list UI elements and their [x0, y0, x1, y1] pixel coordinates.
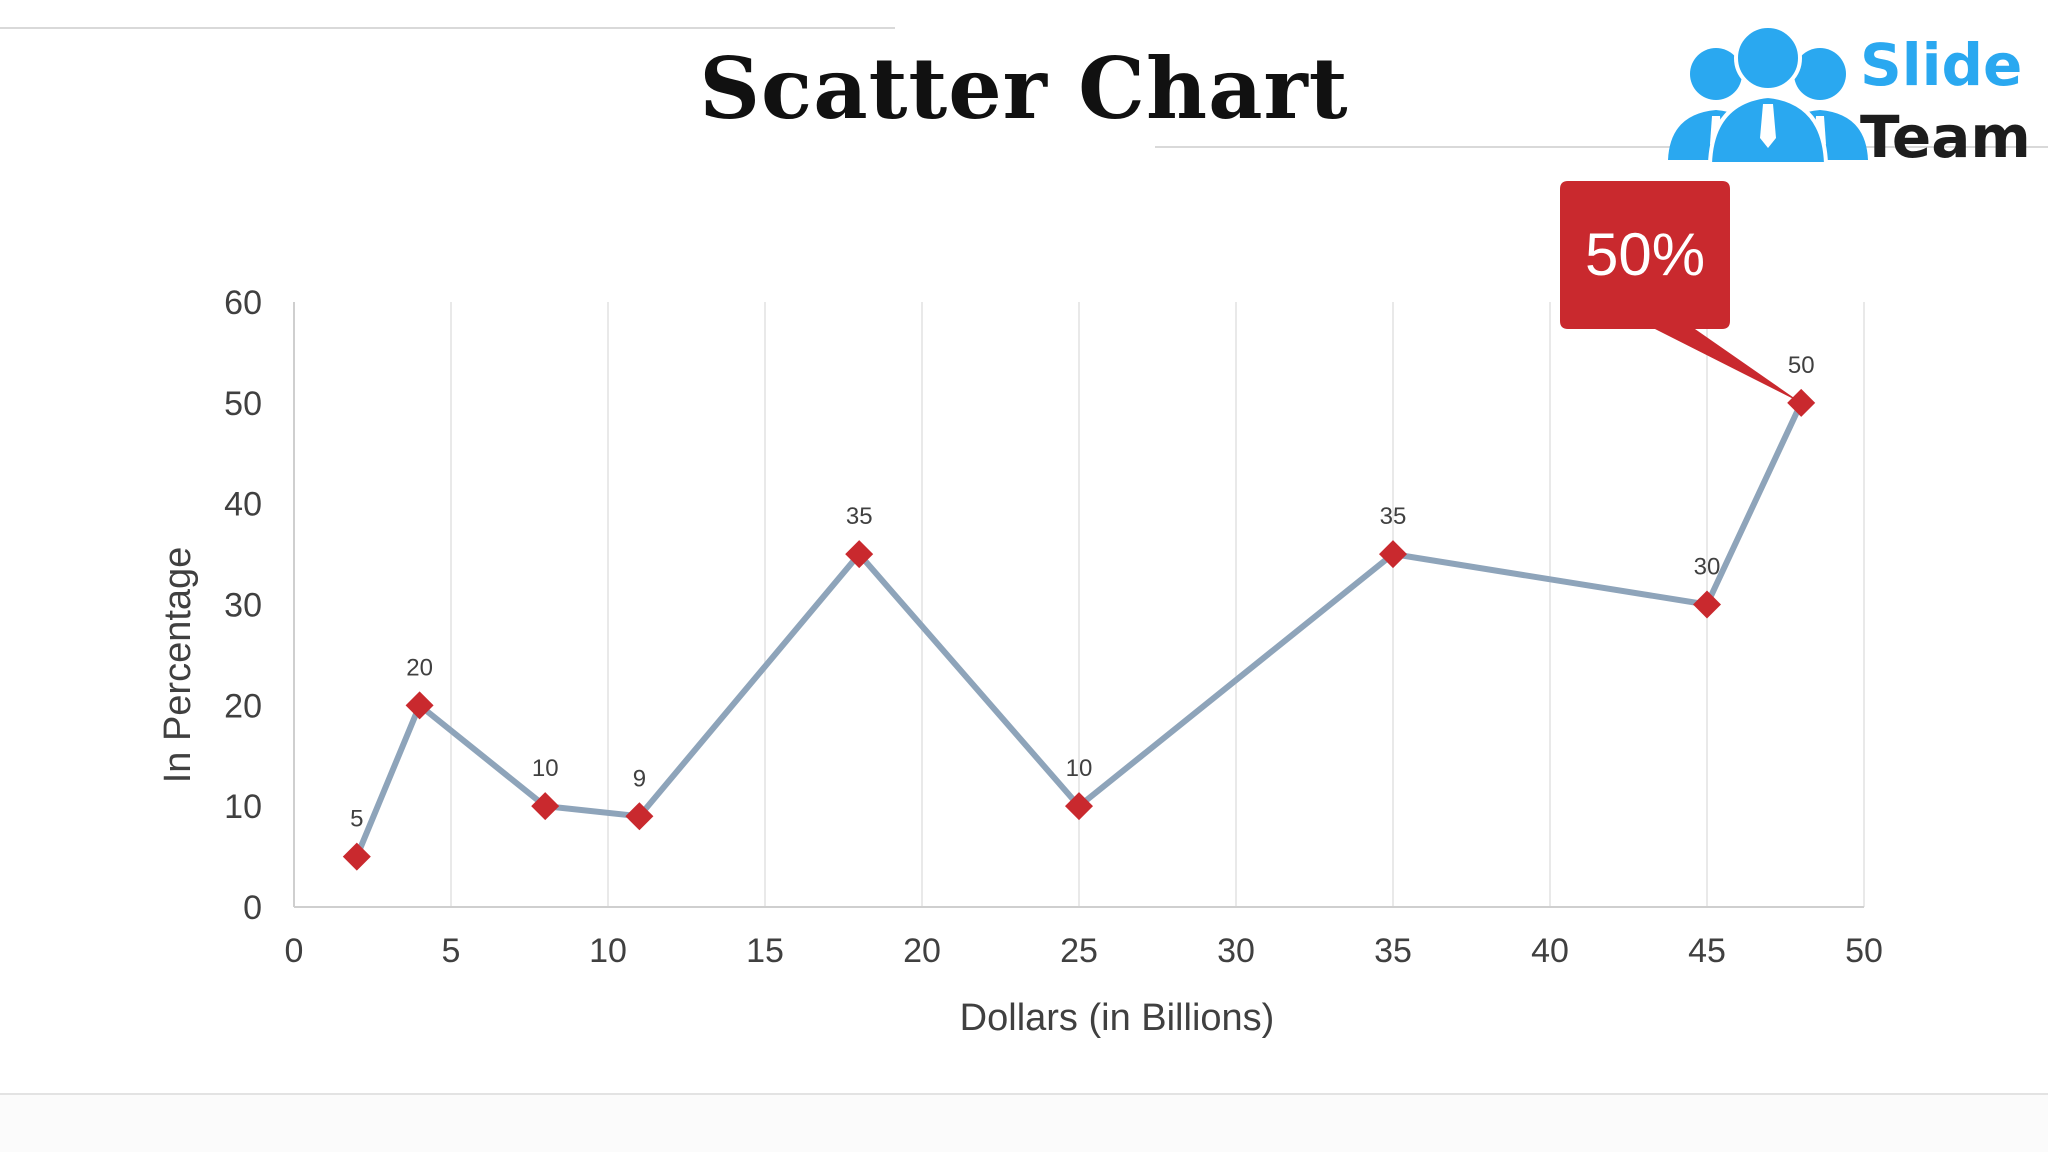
data-label: 10 — [532, 755, 559, 782]
slide-title: Scatter Chart — [699, 39, 1349, 138]
top-right-divider — [1155, 146, 2048, 148]
callout-layer: 50% — [1560, 181, 1802, 403]
data-point-marker — [1693, 590, 1721, 619]
data-point-marker — [531, 792, 560, 821]
y-tick-label: 20 — [224, 687, 262, 725]
x-tick-label: 20 — [903, 932, 941, 970]
y-tick-label: 40 — [224, 486, 262, 524]
x-tick-label: 5 — [442, 932, 461, 970]
x-tick-label: 15 — [746, 932, 784, 970]
data-label: 9 — [633, 765, 646, 792]
x-tick-label: 50 — [1845, 932, 1883, 970]
data-point-marker — [1379, 540, 1407, 569]
callout-bubble — [1560, 181, 1802, 403]
x-axis-title: Dollars (in Billions) — [960, 997, 1275, 1039]
bottom-divider — [0, 1093, 2048, 1095]
y-tick-label: 10 — [224, 788, 262, 826]
y-tick-label: 50 — [224, 385, 262, 423]
grid-layer — [450, 302, 1865, 907]
x-tick-label: 30 — [1217, 932, 1255, 970]
data-label: 20 — [406, 654, 433, 681]
data-label: 50 — [1788, 352, 1815, 379]
data-point-marker — [405, 691, 434, 720]
x-tick-label: 10 — [589, 932, 627, 970]
data-point-marker — [342, 842, 371, 871]
callout-text: 50% — [1585, 221, 1705, 288]
data-label: 5 — [350, 806, 363, 833]
data-point-marker — [1065, 792, 1093, 821]
data-label: 35 — [846, 503, 873, 530]
x-tick-label: 25 — [1060, 932, 1098, 970]
footer-band — [0, 1095, 2048, 1152]
x-tick-label: 45 — [1688, 932, 1726, 970]
y-tick-label: 0 — [243, 889, 262, 927]
y-tick-label: 60 — [224, 284, 262, 322]
data-label: 10 — [1066, 755, 1093, 782]
x-tick-label: 40 — [1531, 932, 1569, 970]
people-group-icon — [1668, 28, 1868, 166]
data-label: 30 — [1694, 554, 1721, 581]
logo-text-slide: Slide — [1860, 31, 2023, 99]
top-left-divider — [0, 27, 895, 29]
data-point-marker — [845, 540, 874, 569]
data-label-layer: 5 20 10 9 35 10 35 30 50 — [350, 352, 1814, 833]
y-tick-label: 30 — [224, 587, 262, 625]
data-label: 35 — [1380, 503, 1407, 530]
axes-layer: 0 5 10 15 20 25 30 35 40 45 50 0 10 20 30 40 50 60 — [224, 284, 1883, 970]
marker-layer — [342, 388, 1816, 871]
data-point-marker — [625, 802, 654, 831]
x-tick-label: 0 — [285, 932, 304, 970]
logo-text-team: Team — [1860, 103, 2031, 171]
y-axis-title: In Percentage — [157, 547, 199, 784]
x-tick-label: 35 — [1374, 932, 1412, 970]
